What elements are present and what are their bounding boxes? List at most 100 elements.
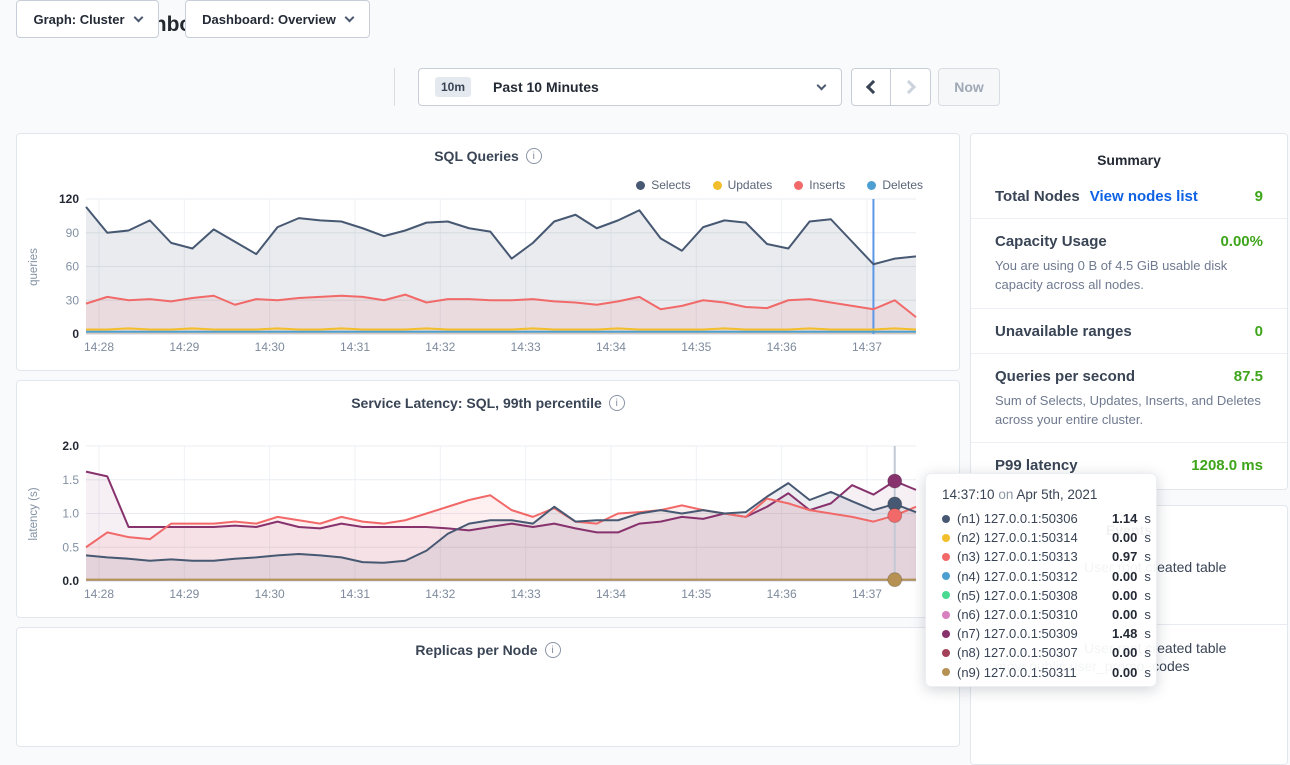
tooltip-node-address: (n3) 127.0.0.1:50313	[957, 549, 1078, 565]
tooltip-unit: s	[1144, 587, 1151, 603]
x-tick-label: 14:31	[340, 340, 370, 354]
time-next-button[interactable]	[891, 68, 931, 106]
latency-chart[interactable]: 14:28 14:29 14:30 14:31 14:32 14:33 14:34 14:35…	[17, 438, 961, 616]
time-range-dropdown[interactable]: 10m Past 10 Minutes	[418, 68, 842, 106]
latency-chart-title: Service Latency: SQL, 99th percentile	[351, 395, 602, 411]
x-tick-label: 14:34	[596, 587, 626, 601]
chevron-down-icon	[816, 80, 827, 90]
tooltip-timestamp: 14:37:10 on Apr 5th, 2021	[942, 487, 1098, 502]
tooltip-row: (n9) 127.0.0.1:50311 0.00 s	[942, 663, 1151, 682]
highlight-dot	[887, 473, 903, 489]
tooltip-node-value: 0.00	[1112, 568, 1138, 584]
x-tick-label: 14:35	[681, 340, 711, 354]
tooltip-node-value: 0.00	[1112, 645, 1138, 661]
x-tick-label: 14:30	[255, 340, 285, 354]
tooltip-unit: s	[1144, 664, 1151, 680]
legend-item-selects[interactable]: Selects	[636, 178, 691, 192]
x-tick-label: 14:34	[596, 340, 626, 354]
x-tick-label: 14:30	[255, 587, 285, 601]
unavailable-ranges-label: Unavailable ranges	[995, 322, 1132, 340]
qps-desc: Sum of Selects, Updates, Inserts, and De…	[995, 392, 1261, 427]
x-tick-label: 14:28	[84, 587, 114, 601]
series-line-(n1) 127.0.0.1:50306	[85, 482, 917, 564]
summary-title: Summary	[1097, 152, 1161, 168]
tooltip-node-value: 0.97	[1112, 549, 1138, 565]
x-tick-label: 14:33	[511, 340, 541, 354]
legend-item-deletes[interactable]: Deletes	[867, 178, 923, 192]
y-tick-label: 0.5	[62, 540, 79, 554]
tooltip-node-address: (n7) 127.0.0.1:50309	[957, 626, 1078, 642]
tooltip-node-address: (n6) 127.0.0.1:50310	[957, 607, 1078, 623]
qps-label: Queries per second	[995, 367, 1136, 385]
info-icon[interactable]: i	[608, 395, 625, 411]
summary-row-unavailable: Unavailable ranges 0	[971, 309, 1287, 354]
tooltip-node-address: (n2) 127.0.0.1:50314	[957, 530, 1078, 546]
summary-row-total-nodes: Total Nodes View nodes list 9	[971, 174, 1287, 219]
tooltip-node-value: 0.00	[1112, 587, 1138, 603]
graph-selector-dropdown[interactable]: Graph: Cluster	[16, 0, 159, 38]
y-tick-label: 0.0	[62, 574, 79, 588]
node-color-dot	[942, 552, 950, 561]
node-color-dot	[942, 533, 950, 542]
tooltip-unit: s	[1144, 645, 1151, 661]
tooltip-row: (n6) 127.0.0.1:50310 0.00 s	[942, 605, 1151, 624]
time-range-badge: 10m	[435, 77, 472, 97]
tooltip-row: (n5) 127.0.0.1:50308 0.00 s	[942, 586, 1151, 605]
y-tick-label: 1.5	[62, 473, 79, 487]
dashboard-selector-label: Dashboard: Overview	[202, 11, 336, 27]
chevron-left-icon	[865, 79, 881, 95]
node-color-dot	[942, 572, 950, 581]
view-nodes-list-link[interactable]: View nodes list	[1089, 188, 1198, 205]
tooltip-unit: s	[1144, 607, 1151, 623]
x-tick-label: 14:29	[169, 340, 199, 354]
y-tick-label: 60	[66, 260, 80, 274]
tooltip-row: (n2) 127.0.0.1:50314 0.00 s	[942, 528, 1151, 547]
x-tick-label: 14:32	[425, 340, 455, 354]
p99-latency-value: 1208.0 ms	[1191, 457, 1263, 475]
tooltip-unit: s	[1144, 511, 1151, 527]
sql-queries-chart[interactable]: 14:28 14:29 14:30 14:31 14:32 14:33 14:34 14:35…	[17, 191, 961, 369]
tooltip-row: (n7) 127.0.0.1:50309 1.48 s	[942, 624, 1151, 643]
tooltip-row: (n3) 127.0.0.1:50313 0.97 s	[942, 547, 1151, 566]
series-line-Selects	[85, 206, 917, 266]
graph-selector-label: Graph: Cluster	[33, 11, 125, 27]
capacity-usage-desc: You are using 0 B of 4.5 GiB usable disk…	[995, 258, 1228, 292]
x-tick-label: 14:31	[340, 587, 370, 601]
chevron-down-icon	[133, 12, 143, 22]
summary-panel: Summary Total Nodes View nodes list 9 Ca…	[970, 133, 1288, 490]
tooltip-node-value: 0.00	[1112, 607, 1138, 623]
tooltip-node-value: 0.00	[1112, 664, 1138, 680]
legend-item-updates[interactable]: Updates	[712, 178, 772, 192]
x-tick-label: 14:37	[852, 340, 882, 354]
summary-row-capacity: Capacity Usage 0.00% You are using 0 B o…	[971, 219, 1287, 309]
x-tick-label: 14:36	[767, 340, 797, 354]
y-tick-label: 120	[59, 192, 79, 206]
tooltip-node-value: 1.48	[1112, 626, 1138, 642]
now-button[interactable]: Now	[938, 68, 1000, 106]
time-prev-button[interactable]	[851, 68, 891, 106]
legend-item-inserts[interactable]: Inserts	[794, 178, 845, 192]
series-line-Updates	[86, 327, 917, 331]
tooltip-node-address: (n1) 127.0.0.1:50306	[957, 511, 1078, 527]
y-tick-label: 90	[66, 226, 80, 240]
node-color-dot	[942, 648, 950, 657]
info-icon[interactable]: i	[544, 642, 561, 658]
x-tick-label: 14:33	[511, 587, 541, 601]
capacity-usage-label: Capacity Usage	[995, 233, 1107, 250]
replicas-chart-card: Replicas per Node i	[16, 627, 960, 747]
y-tick-label: 30	[66, 293, 80, 307]
summary-row-p99: P99 latency 1208.0 ms	[971, 443, 1287, 487]
y-tick-label: 1.0	[62, 507, 79, 521]
info-icon[interactable]: i	[525, 148, 542, 164]
qps-value: 87.5	[1233, 367, 1263, 385]
tooltip-node-address: (n4) 127.0.0.1:50312	[957, 568, 1078, 584]
x-tick-label: 14:37	[852, 587, 882, 601]
dashboard-selector-dropdown[interactable]: Dashboard: Overview	[185, 0, 370, 38]
controls-divider	[394, 68, 395, 106]
sql-queries-legend: Selects Updates Inserts Deletes	[636, 178, 923, 192]
highlight-dot	[887, 508, 903, 524]
p99-latency-label: P99 latency	[995, 457, 1078, 475]
replicas-chart-title: Replicas per Node	[415, 642, 538, 658]
x-tick-label: 14:28	[84, 340, 114, 354]
tooltip-row: (n4) 127.0.0.1:50312 0.00 s	[942, 567, 1151, 586]
